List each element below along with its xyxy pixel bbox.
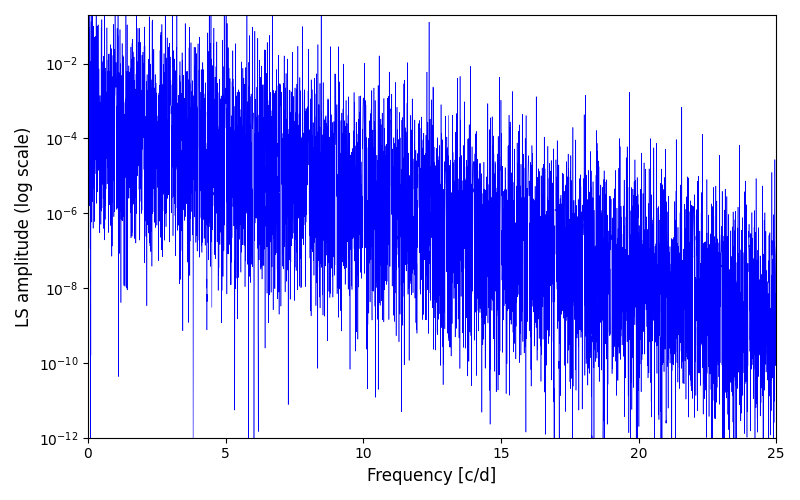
- Y-axis label: LS amplitude (log scale): LS amplitude (log scale): [15, 126, 33, 326]
- X-axis label: Frequency [c/d]: Frequency [c/d]: [367, 467, 497, 485]
